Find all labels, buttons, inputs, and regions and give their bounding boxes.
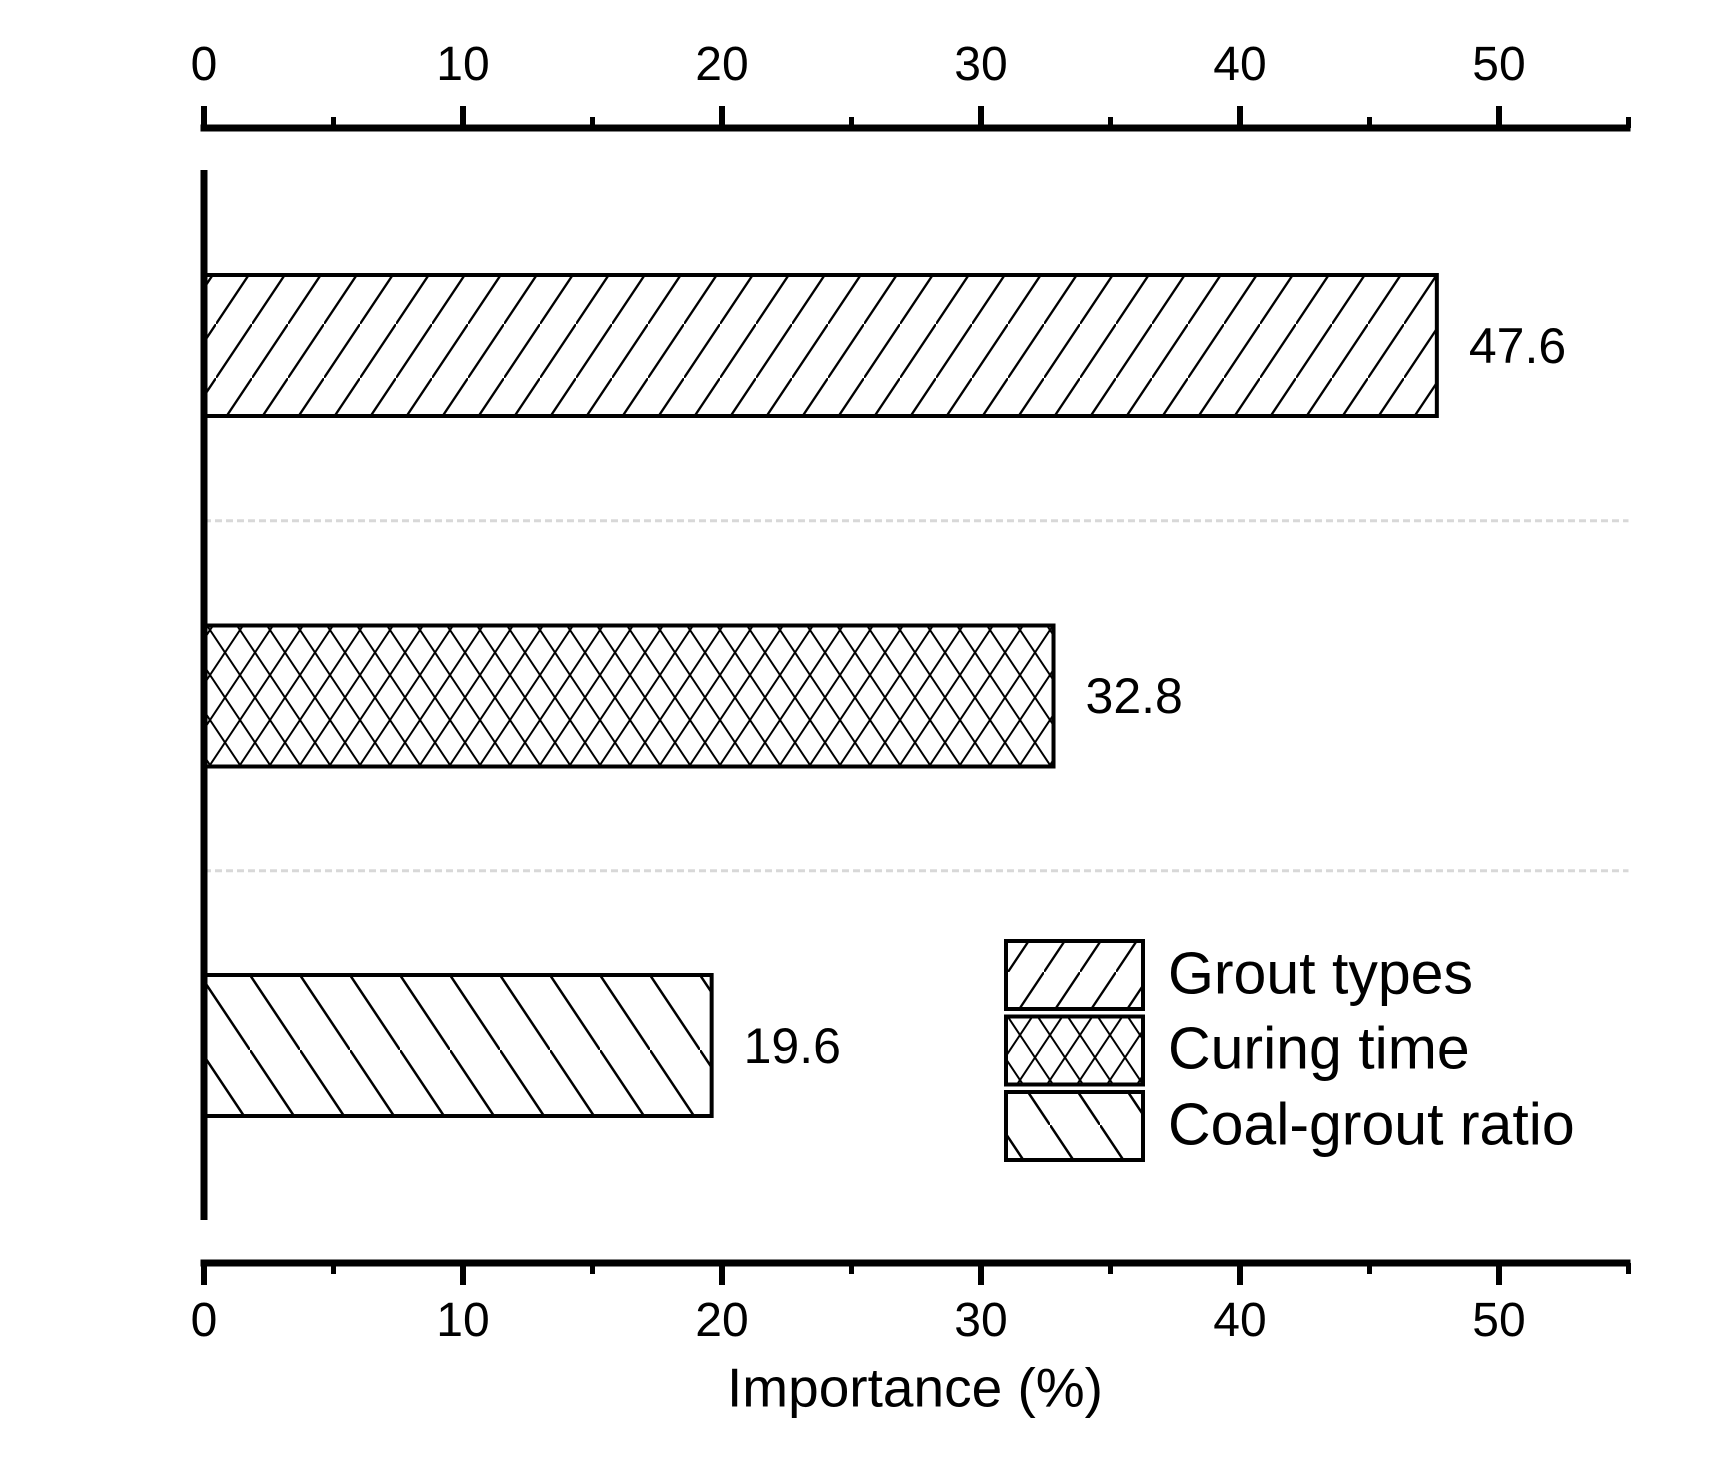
bottom-tick-label: 0 (191, 1294, 218, 1347)
value-label-grout-types: 47.6 (1468, 317, 1567, 374)
bottom-tick-label: 20 (695, 1294, 748, 1347)
legend-label-curing-time: Curing time (1168, 1015, 1470, 1082)
legend-label-coal-grout-ratio: Coal-grout ratio (1168, 1091, 1575, 1158)
axes-group (200, 106, 1631, 1285)
top-tick-label: 30 (954, 38, 1007, 91)
separator-gridlines (204, 519, 1629, 873)
bar-coal-grout-ratio (202, 973, 714, 1118)
top-tick-label: 10 (436, 38, 489, 91)
bar-curing-time (202, 623, 1056, 769)
bottom-tick-label: 40 (1213, 1294, 1266, 1347)
legend-label-grout-types: Grout types (1168, 940, 1473, 1007)
value-label-curing-time: 32.8 (1085, 668, 1183, 724)
bottom-tick-label: 30 (954, 1294, 1007, 1347)
top-tick-label: 20 (695, 38, 748, 91)
x-axis-title: Importance (%) (727, 1356, 1103, 1419)
legend-swatches (1004, 939, 1145, 1162)
legend-swatch-grout-types (1004, 939, 1145, 1011)
value-label-coal-grout-ratio: 19.6 (743, 1017, 841, 1074)
top-tick-label: 0 (191, 38, 218, 91)
legend-swatch-coal-grout-ratio (1004, 1090, 1145, 1162)
top-tick-label: 40 (1213, 38, 1266, 91)
top-tick-label: 50 (1472, 38, 1525, 91)
bottom-tick-label: 10 (436, 1294, 489, 1347)
bottom-tick-label: 50 (1472, 1294, 1525, 1347)
legend-swatch-curing-time (1004, 1014, 1145, 1087)
tick-labels-group: 0 0 10 10 20 20 30 30 40 40 50 50 (191, 38, 1526, 1347)
bar-grout-types (202, 273, 1439, 418)
